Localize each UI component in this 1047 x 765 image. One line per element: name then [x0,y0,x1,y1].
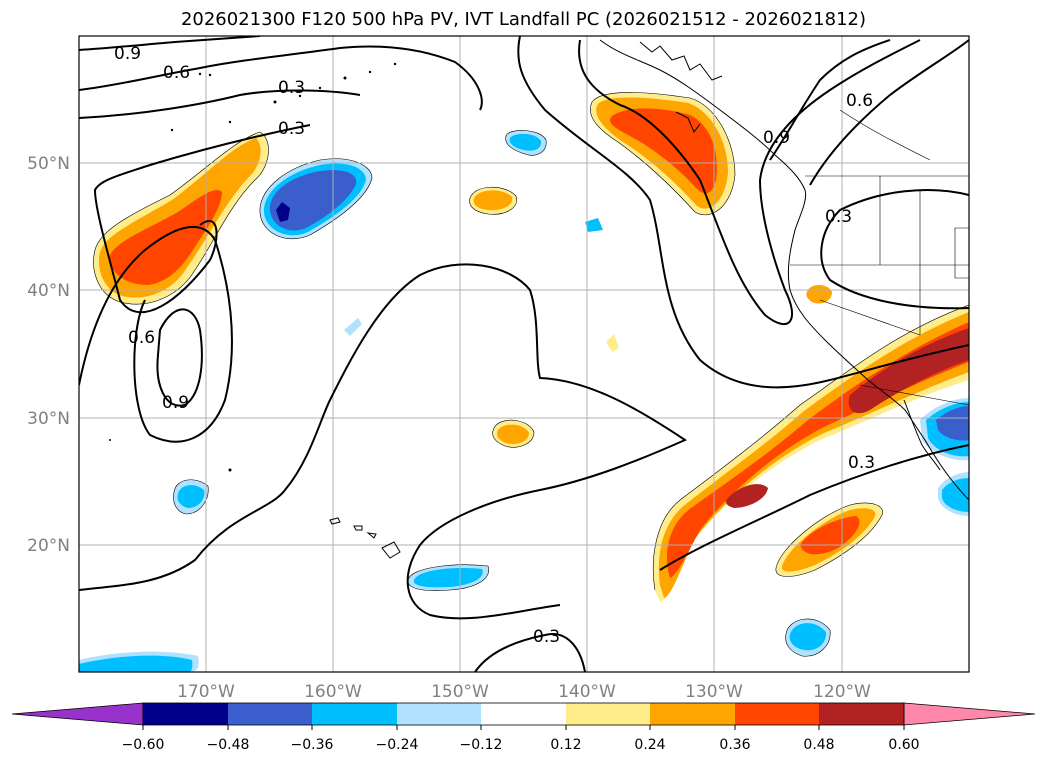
lon-tick-label: 160°W [304,682,362,702]
negative-anomaly-small-1b [509,133,542,151]
lon-tick-label: 150°W [431,682,489,702]
colorbar-tick-label: −0.36 [291,737,334,753]
colorbar: −0.60 −0.48 −0.36 −0.24 −0.12 0.12 0.24 … [11,702,1036,753]
pv-contour-0.3-west-conus [820,189,969,310]
colorbar-tick-label: −0.12 [460,737,503,753]
pv-contour-0.3-east [517,36,969,389]
pv-contour-0.9-west [156,308,203,407]
colorbar-tick-labels: −0.60 −0.48 −0.36 −0.24 −0.12 0.12 0.24 … [122,737,920,753]
colorbar-tick-label: 0.48 [803,737,834,753]
lat-tick-label: 20°N [27,536,70,556]
contour-label: 0.6 [128,328,155,348]
colorbar-tick-label: −0.48 [207,737,250,753]
lat-tick-label: 40°N [27,281,70,301]
contour-label: 0.3 [278,78,305,98]
lon-tick-labels: 170°W 160°W 150°W 140°W 130°W 120°W [177,682,871,702]
negative-anomaly-small-4b [177,485,205,508]
map-title: 2026021300 F120 500 hPa PV, IVT Landfall… [180,9,867,30]
positive-anomaly-small-1b [473,190,513,211]
contour-label: 0.9 [114,44,141,64]
negative-anomaly-small-5b [413,568,483,588]
contour-label: 0.3 [848,453,875,473]
positive-anomaly-subtropical-band-5 [726,484,768,508]
colorbar-segment [819,703,904,725]
hawaii-islands [329,517,401,559]
colorbar-segment [650,703,735,725]
pv-contour-0.3-main [93,124,311,314]
pv-contour-0.3-se [659,444,969,571]
contour-label: 0.9 [162,393,189,413]
map-frame [78,35,970,673]
contour-label: 0.3 [278,119,305,139]
pv-contour-0.3-center-east [578,39,921,326]
colorbar-segment [397,703,481,725]
negative-anomaly-central-north-3 [269,170,357,231]
pv-contour-0.6-west [79,225,233,443]
pv-contour-0.6-east [809,39,969,186]
pv-contour-0.6-north [79,45,483,111]
colorbar-segment [312,703,397,725]
negative-anomaly-small-3 [344,318,362,336]
negative-anomaly-baja-3 [936,406,969,441]
colorbar-segment [481,703,566,725]
positive-anomaly-small-4 [606,334,619,352]
colorbar-segment [735,703,819,725]
lon-tick-label: 140°W [558,682,616,702]
colorbar-segment [566,703,650,725]
positive-anomaly-subtropical-band-4 [848,328,969,414]
political-borders [790,109,969,406]
north-america-coast [599,39,969,501]
negative-anomaly-small-6b [789,623,827,651]
positive-anomaly-nw-pacific-3 [109,189,222,285]
lat-tick-label: 50°N [27,154,70,174]
colorbar-tick-label: 0.12 [550,737,581,753]
contour-labels: 0.9 0.6 0.3 0.3 0.9 0.6 0.3 0.6 0.9 0.3 … [114,44,875,647]
colorbar-segment [143,703,228,725]
shaded-anomalies [79,92,969,672]
anomaly-outlines [93,92,969,657]
negative-anomaly-central-north-4 [276,202,290,222]
colorbar-extend-low [11,702,144,726]
lat-tick-label: 30°N [27,409,70,429]
negative-anomaly-sw-corner-2 [79,655,193,672]
colorbar-tick-label: 0.36 [719,737,750,753]
map-plot-area: 0.9 0.6 0.3 0.3 0.9 0.6 0.3 0.6 0.9 0.3 … [79,36,969,672]
pv-contour-0.9-east [769,39,891,161]
contour-label: 0.3 [533,627,560,647]
positive-anomaly-small-3 [806,284,832,304]
contour-label: 0.3 [825,207,852,227]
colorbar-tick-label: −0.24 [376,737,419,753]
contour-label: 0.6 [163,63,190,83]
aleutian-islands [109,62,397,472]
colorbar-tick-label: −0.60 [122,737,165,753]
contour-label: 0.9 [763,128,790,148]
colorbar-tick-label: 0.24 [634,737,665,753]
lon-tick-label: 130°W [685,682,743,702]
lon-tick-label: 120°W [813,682,871,702]
colorbar-tick-label: 0.60 [888,737,919,753]
colorbar-extend-high [903,702,1036,726]
lat-tick-labels: 20°N 30°N 40°N 50°N [27,154,70,556]
positive-anomaly-bc-coast-3 [610,108,717,194]
colorbar-frame [142,702,905,726]
pv-contour-0.3-central [79,263,688,620]
colorbar-segment [228,703,312,725]
colorbar-tick-marks [142,725,905,730]
contour-label: 0.6 [846,91,873,111]
positive-anomaly-small-2b [496,424,529,444]
pv-contour-0.9-north [79,36,261,51]
coastlines [599,39,969,501]
pv-contour-0.3-south [474,633,586,672]
pv-contour-0.3-north [79,89,361,119]
negative-anomaly-small-2 [585,218,603,232]
lon-tick-label: 170°W [177,682,235,702]
negative-anomaly-mexico-2 [942,478,969,512]
pv-contours [79,36,969,672]
